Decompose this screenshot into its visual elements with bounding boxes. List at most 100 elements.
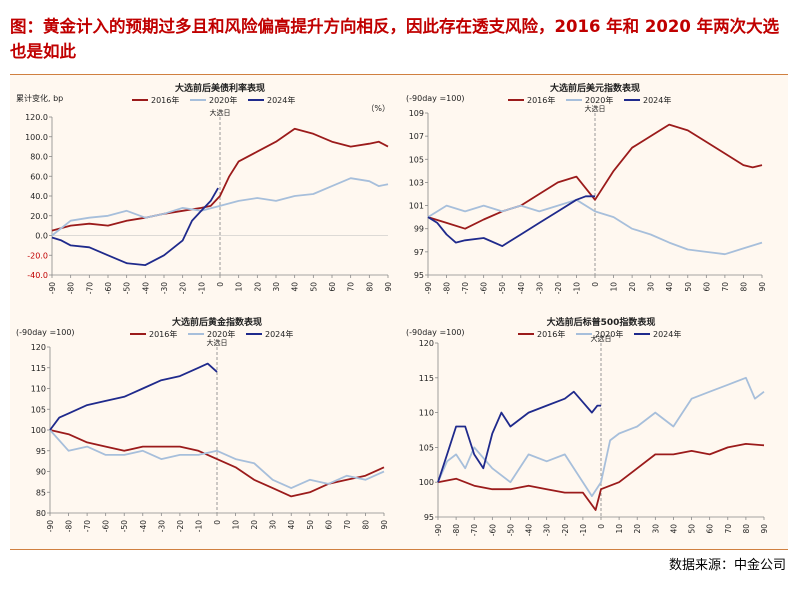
y-tick-label: 115 [419, 374, 434, 383]
dollar-index-chart: 大选前后美元指数表现 (-90day =100) 2016年 2020年 2024年 95… [406, 82, 767, 294]
y-tick-label: 95 [424, 513, 434, 522]
x-tick-label: 80 [361, 520, 370, 530]
y-tick-label: 95 [36, 447, 46, 456]
election-day-label: 大选日 [210, 108, 231, 117]
chart-title: 大选前后美元指数表现 [550, 82, 640, 94]
x-tick-label: -30 [160, 282, 169, 294]
x-tick-label: 90 [758, 282, 767, 292]
figure-title: 图：黄金计入的预期过多且和风险偏高提升方向相反，因此存在透支风险，2016 年和… [10, 17, 780, 61]
x-tick-label: 20 [628, 282, 637, 292]
y-tick-label: 105 [31, 405, 46, 414]
x-tick-label: 60 [702, 282, 711, 292]
x-tick-label: -50 [120, 520, 129, 532]
panel-dollar-index: 大选前后美元指数表现 (-90day =100) 2016年 2020年 2024年 95… [402, 79, 786, 307]
x-tick-label: 80 [739, 282, 748, 292]
x-tick-label: 0 [216, 282, 225, 287]
x-tick-label: -30 [157, 520, 166, 532]
x-tick-label: -50 [498, 282, 507, 294]
x-tick-label: 10 [235, 282, 244, 292]
y-tick-label: 110 [419, 409, 434, 418]
x-tick-label: 60 [324, 520, 333, 530]
x-tick-label: 50 [309, 282, 318, 292]
x-tick-label: 80 [365, 282, 374, 292]
x-tick-label: 70 [721, 282, 730, 292]
x-tick-label: 60 [706, 524, 715, 534]
x-tick-label: -60 [102, 520, 111, 532]
legend-label: 2020年 [595, 329, 623, 339]
y-tick-label: 100 [419, 478, 434, 487]
legend-label: 2024年 [653, 329, 681, 339]
x-tick-label: -20 [554, 282, 563, 294]
x-tick-label: -60 [480, 282, 489, 294]
panel-gold-index: 大选前后黄金指数表现 (-90day =100) 2016年 2020年 2024年 80… [12, 313, 396, 545]
x-tick-label: -50 [506, 524, 515, 536]
legend-label: 2020年 [207, 329, 235, 339]
chart-title: 大选前后黄金指数表现 [172, 316, 262, 328]
y-unit-label: (-90day =100) [16, 328, 75, 337]
y-tick-label: 80 [36, 509, 46, 518]
x-tick-label: 20 [253, 282, 262, 292]
series-line-s2016 [437, 442, 765, 511]
x-tick-label: 0 [597, 524, 606, 529]
series-line-s2020 [427, 198, 763, 256]
series-line-s2024 [427, 195, 595, 248]
y-tick-label: 0.0 [35, 232, 48, 241]
y-tick-label: 115 [31, 364, 46, 373]
y-tick-label: 20.0 [30, 212, 48, 221]
x-tick-label: -30 [535, 282, 544, 294]
x-tick-label: 10 [610, 282, 619, 292]
x-tick-label: -40 [525, 524, 534, 536]
x-tick-label: -80 [452, 524, 461, 536]
x-tick-label: 50 [684, 282, 693, 292]
y-tick-label: 101 [409, 202, 424, 211]
x-tick-label: -70 [83, 520, 92, 532]
x-tick-label: 90 [384, 282, 393, 292]
y-tick-label: 99 [414, 225, 424, 234]
y-tick-label: 120.0 [25, 113, 48, 122]
x-tick-label: 20 [633, 524, 642, 534]
series-line-s2024 [51, 187, 219, 267]
legend-label: 2016年 [537, 329, 565, 339]
legend-label: 2024年 [267, 95, 295, 105]
series-line-s2016 [51, 127, 389, 232]
x-tick-label: 40 [291, 282, 300, 292]
series-line-s2024 [437, 390, 601, 483]
x-tick-label: 0 [591, 282, 600, 287]
y-tick-label: 120 [31, 343, 46, 352]
x-tick-label: -20 [179, 282, 188, 294]
x-tick-label: 30 [651, 524, 660, 534]
election-day-label: 大选日 [591, 334, 612, 343]
x-tick-label: -30 [543, 524, 552, 536]
chart-title: 大选前后美债利率表现 [175, 82, 265, 94]
sp500-index-chart: 大选前后标普500指数表现 (-90day =100) 2016年 2020年 2024… [406, 316, 769, 536]
x-tick-label: 40 [669, 524, 678, 534]
x-tick-label: -60 [488, 524, 497, 536]
y-tick-label: 110 [31, 385, 46, 394]
gold-index-chart: 大选前后黄金指数表现 (-90day =100) 2016年 2020年 2024年 80… [16, 316, 389, 532]
x-tick-label: -90 [434, 524, 443, 536]
y-tick-label: 103 [409, 178, 424, 187]
x-tick-label: 30 [272, 282, 281, 292]
x-tick-label: 50 [688, 524, 697, 534]
y-tick-label: 80.0 [30, 153, 48, 162]
chart-title: 大选前后标普500指数表现 [547, 316, 656, 328]
y-tick-label: 105 [409, 155, 424, 164]
x-tick-label: -40 [139, 520, 148, 532]
y-tick-label: 100.0 [25, 133, 48, 142]
x-tick-label: -10 [197, 282, 206, 294]
election-day-label: 大选日 [585, 104, 606, 113]
series-line-s2020 [49, 429, 385, 490]
x-tick-label: 70 [343, 520, 352, 530]
y-tick-label: -40.0 [27, 271, 48, 280]
chart-frame: 大选前后美债利率表现 累计变化, bp （%） 2016年 2020年 2024年 -40.… [10, 74, 788, 550]
x-tick-label: -70 [461, 282, 470, 294]
x-tick-label: -90 [424, 282, 433, 294]
legend-label: 2024年 [265, 329, 293, 339]
y-tick-label: 100 [31, 426, 46, 435]
x-tick-label: -90 [46, 520, 55, 532]
legend-label: 2020年 [209, 95, 237, 105]
y-tick-label: 109 [409, 109, 424, 118]
x-tick-label: -50 [123, 282, 132, 294]
x-tick-label: -10 [579, 524, 588, 536]
